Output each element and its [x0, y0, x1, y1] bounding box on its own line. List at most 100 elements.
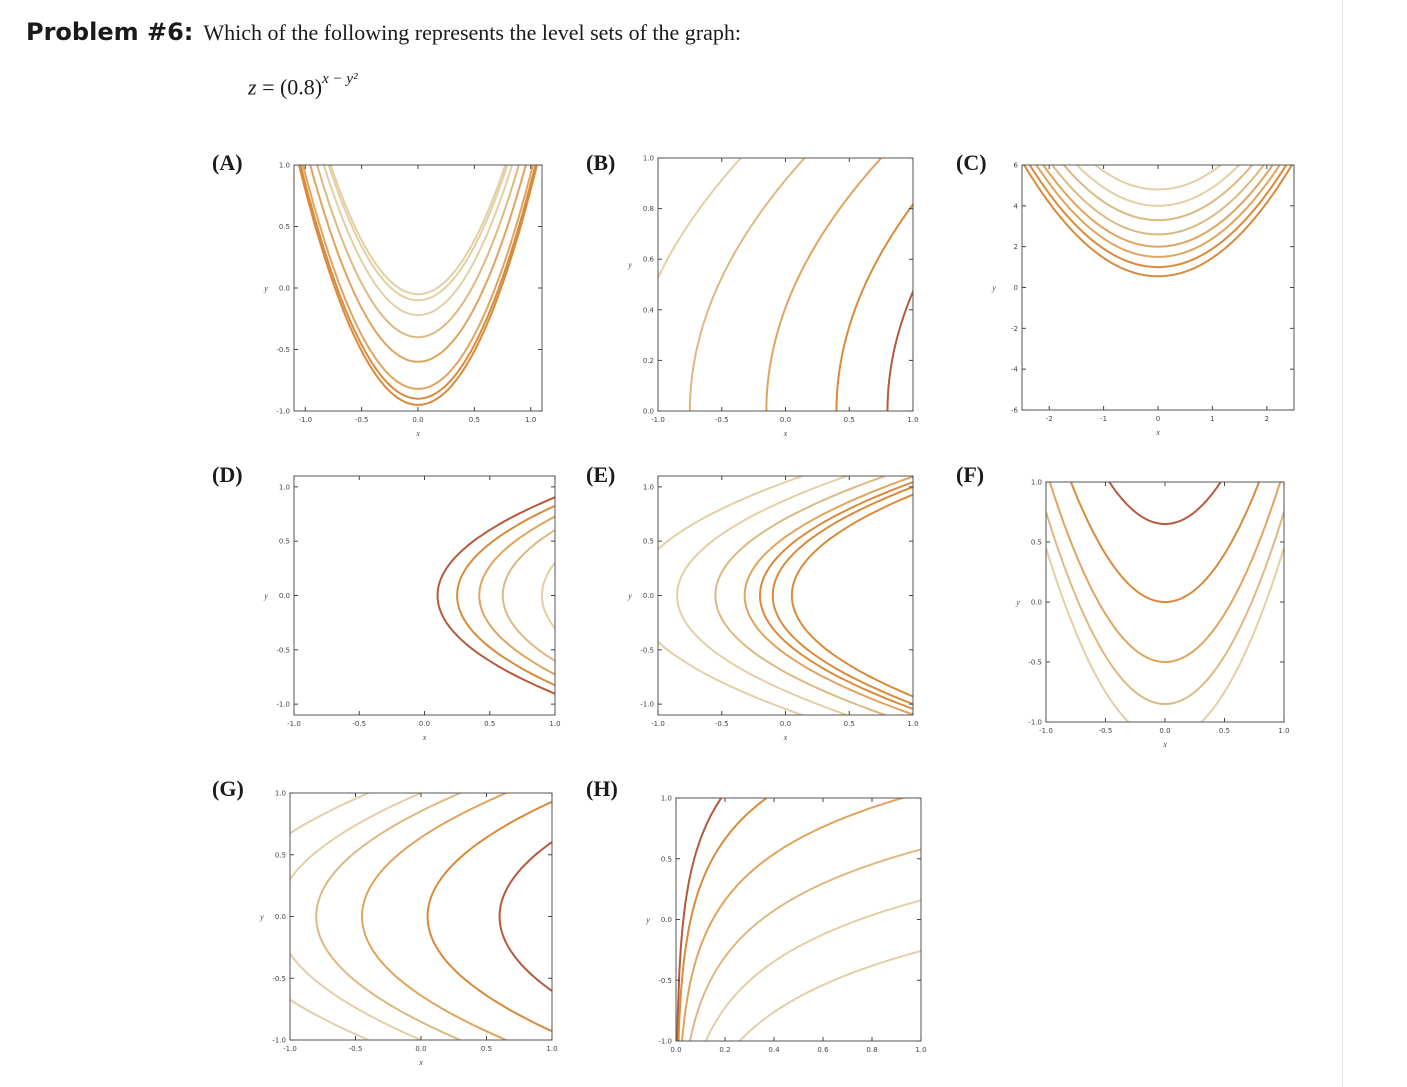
x-tick-label: 0.8: [866, 1046, 877, 1054]
x-tick-label: -1.0: [283, 1045, 297, 1053]
option-label-c: (C): [956, 150, 987, 175]
level-curve: [302, 165, 534, 390]
y-tick-label: 1.0: [279, 162, 290, 170]
graph-e: -1.0 -0.5 0.0 0.5 1.0 1.0 0.5 0.0 -0.5 -1.0 x y: [627, 475, 919, 742]
formula: z = (0.8)x − y²: [248, 71, 358, 100]
y-tick-label: 0.5: [279, 223, 290, 231]
x-tick-label: 1.0: [549, 720, 560, 728]
y-tick-label: 1.0: [279, 483, 290, 491]
y-tick-label: -1.0: [276, 701, 290, 709]
x-tick-label: 0.0: [780, 720, 791, 728]
y-tick-label: -6: [1011, 407, 1019, 415]
x-tick-label: 1.0: [525, 416, 536, 424]
y-axis-label: y: [627, 592, 632, 601]
x-tick-label: -1.0: [1039, 727, 1053, 735]
level-curve: [1048, 482, 1282, 663]
level-curve: [1042, 165, 1274, 248]
level-curve: [1062, 165, 1254, 222]
x-tick-label: 0.5: [844, 416, 855, 424]
formula-exponent: x − y²: [322, 71, 358, 87]
x-tick-label: 1.0: [915, 1046, 926, 1054]
x-tick-label: 0.5: [844, 720, 855, 728]
level-curve: [1028, 165, 1288, 269]
level-curve: [478, 515, 555, 676]
y-tick-label: -0.5: [276, 346, 290, 354]
level-curve: [790, 493, 913, 698]
level-curve: [1046, 547, 1284, 722]
problem-question: Which of the following represents the le…: [203, 20, 741, 45]
x-tick-label: 0.5: [1219, 727, 1230, 735]
level-curve: [1051, 165, 1265, 236]
x-axis-label: x: [1162, 740, 1167, 749]
level-curve: [361, 793, 507, 1040]
y-tick-label: 0.5: [1031, 539, 1042, 547]
option-label-h: (H): [586, 776, 618, 801]
level-curve: [1069, 482, 1261, 603]
x-tick-label: -0.5: [1099, 727, 1113, 735]
graph-g: -1.0 -0.5 0.0 0.5 1.0 1.0 0.5 0.0 -0.5 -1.0 x y: [259, 790, 557, 1068]
level-curve: [1046, 511, 1284, 705]
y-tick-label: 0.5: [661, 855, 672, 863]
y-tick-label: 0.8: [643, 205, 654, 213]
y-tick-label: 6: [1014, 162, 1019, 170]
y-tick-label: 0.0: [643, 408, 654, 416]
x-tick-label: 0.6: [817, 1046, 829, 1054]
y-tick-label: 1.0: [275, 790, 286, 798]
level-curve: [835, 202, 913, 411]
level-curve: [315, 793, 461, 1040]
x-tick-label: -0.5: [715, 720, 729, 728]
y-axis-label: y: [259, 913, 264, 922]
y-tick-label: 4: [1014, 202, 1019, 210]
level-curve: [309, 165, 527, 363]
level-curve: [688, 158, 806, 411]
formula-base: (0.8): [279, 74, 323, 100]
level-curve: [456, 504, 555, 687]
y-tick-label: 0.5: [643, 538, 654, 546]
graph-d: -1.0 -0.5 0.0 0.5 1.0 1.0 0.5 0.0 -0.5 -1.0 x y: [263, 475, 561, 742]
y-tick-label: 0.5: [275, 851, 286, 859]
x-tick-label: 1.0: [907, 720, 918, 728]
y-axis-label: y: [645, 916, 650, 925]
y-tick-label: 0.2: [643, 357, 654, 365]
plot-frame: [293, 475, 556, 716]
level-curve: [498, 840, 552, 993]
y-tick-label: 0.0: [661, 916, 672, 924]
level-curve: [658, 476, 803, 715]
x-tick-label: -1.0: [298, 416, 312, 424]
y-tick-label: 1.0: [643, 483, 654, 491]
level-curve: [290, 793, 422, 1040]
level-curve: [743, 476, 913, 715]
level-curve: [738, 949, 921, 1041]
y-tick-label: -0.5: [658, 977, 672, 985]
level-curve: [299, 165, 537, 400]
x-axis-label: x: [418, 1058, 423, 1067]
plot-frame: [657, 157, 914, 412]
y-tick-label: -0.5: [276, 646, 290, 654]
y-axis-label: y: [263, 592, 268, 601]
x-tick-label: 0.0: [412, 416, 423, 424]
level-curve: [681, 798, 906, 1041]
y-tick-label: 0.0: [643, 592, 654, 600]
formula-equals: =: [262, 74, 275, 100]
x-tick-label: 0.5: [481, 1045, 492, 1053]
y-axis-label: y: [991, 284, 996, 293]
option-label-a: (A): [212, 150, 243, 175]
x-tick-label: -0.5: [349, 1045, 363, 1053]
page-divider: [1342, 0, 1343, 1087]
y-axis-label: y: [1015, 598, 1020, 607]
y-tick-label: -0.5: [1028, 659, 1042, 667]
y-tick-label: 1.0: [1031, 479, 1042, 487]
x-tick-label: 0.2: [719, 1046, 730, 1054]
level-curve: [541, 561, 555, 630]
y-tick-label: 0.0: [275, 913, 286, 921]
level-curve: [658, 158, 742, 281]
plot-frame: [289, 792, 553, 1041]
x-tick-label: 0.0: [1159, 727, 1170, 735]
y-axis-label: y: [263, 284, 268, 293]
y-tick-label: -1.0: [640, 701, 654, 709]
x-tick-label: -1: [1100, 415, 1107, 423]
y-tick-label: -0.5: [640, 646, 654, 654]
x-tick-label: 2: [1265, 415, 1269, 423]
level-curve: [1108, 482, 1222, 525]
